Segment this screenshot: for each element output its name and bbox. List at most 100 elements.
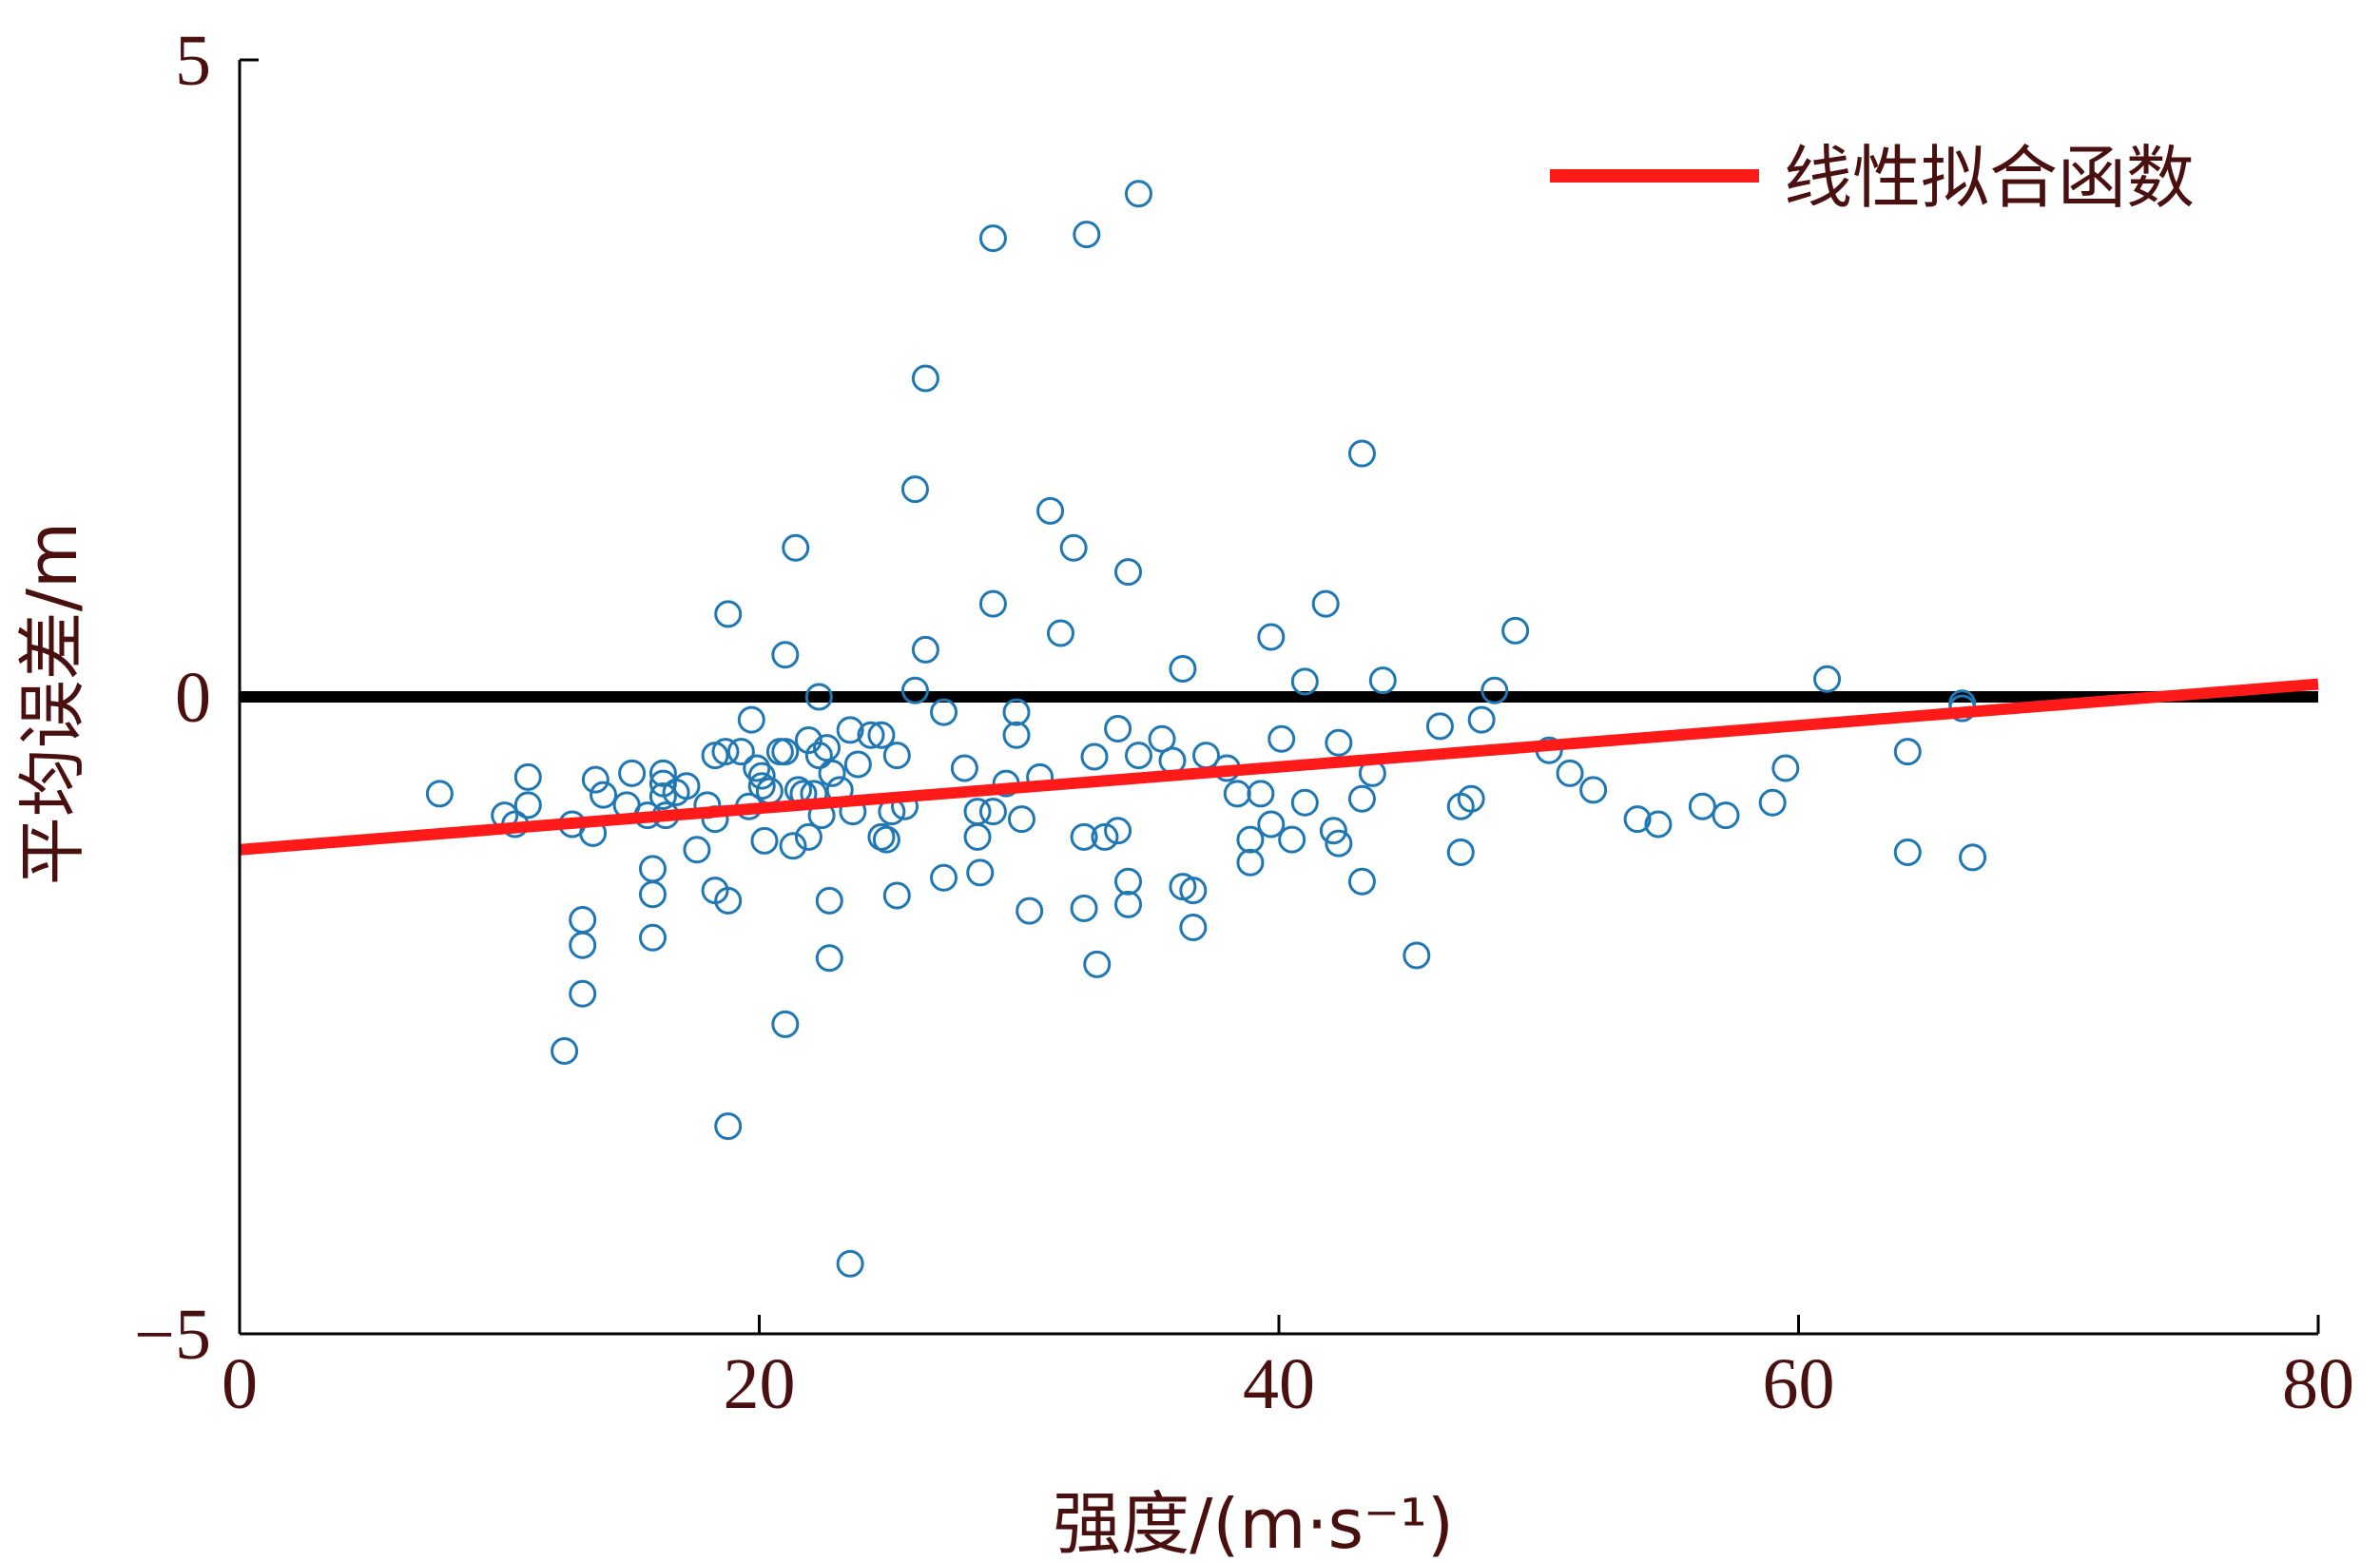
data-point <box>743 754 771 782</box>
data-point <box>1771 754 1800 782</box>
y-tick-label: 0 <box>175 658 211 738</box>
data-point <box>836 1249 864 1278</box>
data-point <box>737 705 765 734</box>
data-point <box>794 822 822 851</box>
data-point <box>1556 759 1584 787</box>
data-point <box>1325 728 1353 757</box>
data-point <box>638 880 667 909</box>
data-point <box>1290 667 1319 696</box>
data-point <box>1347 867 1376 896</box>
plot-area <box>239 180 2319 1278</box>
data-point <box>813 734 842 762</box>
data-point <box>1223 780 1251 808</box>
data-point <box>872 825 900 854</box>
data-point <box>1893 838 1922 866</box>
data-point <box>1114 890 1143 918</box>
data-point <box>1046 619 1074 647</box>
data-point <box>714 600 743 628</box>
x-tick-label: 20 <box>724 1344 796 1424</box>
data-point <box>978 224 1007 253</box>
data-point <box>513 791 542 820</box>
data-point <box>1124 742 1152 770</box>
data-point <box>950 754 978 782</box>
data-point <box>648 782 677 811</box>
data-point <box>1070 822 1098 851</box>
data-point <box>1016 897 1044 925</box>
data-point <box>1179 877 1208 905</box>
data-point <box>1325 829 1353 858</box>
data-point <box>930 698 958 726</box>
data-point <box>1083 950 1112 978</box>
data-point <box>1179 914 1208 942</box>
data-point <box>771 738 800 766</box>
data-point <box>1104 715 1132 742</box>
data-point <box>1080 742 1109 771</box>
x-axis-title: 强度/(m·s⁻¹) <box>1053 1484 1454 1562</box>
data-point <box>771 1010 800 1038</box>
data-point <box>590 781 618 809</box>
data-point <box>911 635 939 664</box>
data-point <box>714 886 743 915</box>
data-point <box>714 1112 743 1141</box>
data-point <box>882 881 911 910</box>
data-point <box>978 798 1007 826</box>
data-point <box>747 762 776 790</box>
data-point <box>804 742 833 770</box>
x-tick-label: 0 <box>222 1344 258 1424</box>
data-point <box>1403 941 1431 970</box>
data-point <box>843 750 872 779</box>
data-point <box>1501 616 1530 645</box>
data-point <box>638 923 667 952</box>
data-point <box>711 738 740 766</box>
data-point <box>1114 867 1143 896</box>
data-point <box>1070 894 1098 922</box>
data-point <box>900 475 929 504</box>
data-point <box>1688 792 1716 820</box>
data-point <box>581 765 610 794</box>
data-point <box>1893 738 1922 766</box>
data-point <box>1347 784 1376 813</box>
data-point <box>513 762 542 791</box>
data-point <box>779 832 807 860</box>
data-point <box>963 822 992 851</box>
data-point <box>765 738 794 766</box>
data-point <box>1124 180 1152 208</box>
data-point <box>1644 810 1673 839</box>
data-point <box>771 641 800 669</box>
data-point <box>755 777 784 805</box>
data-point <box>1446 838 1475 866</box>
linear-fit-line <box>239 678 2319 856</box>
data-point <box>1623 805 1652 834</box>
data-point <box>1267 724 1296 753</box>
y-tick-label: −5 <box>134 1295 211 1375</box>
data-point <box>1959 843 1987 872</box>
data-point <box>569 906 597 934</box>
data-point <box>1247 780 1275 808</box>
data-point <box>978 589 1007 618</box>
data-point <box>1002 698 1031 726</box>
x-tick-label: 40 <box>1243 1344 1315 1424</box>
data-point <box>1169 655 1197 684</box>
y-tick-label: 5 <box>175 21 211 101</box>
data-point <box>794 726 822 755</box>
data-point <box>1425 712 1454 741</box>
data-point <box>1467 705 1496 734</box>
data-point <box>672 772 701 800</box>
data-point <box>857 721 885 749</box>
data-point <box>1236 848 1265 877</box>
data-point <box>1368 666 1397 695</box>
data-point <box>1148 724 1176 753</box>
data-point <box>867 721 896 749</box>
data-point <box>1290 788 1319 817</box>
data-point <box>1007 805 1035 834</box>
data-point <box>882 742 911 770</box>
data-point <box>1036 496 1065 525</box>
data-point <box>750 826 779 855</box>
data-point <box>683 836 711 864</box>
data-point <box>782 533 810 562</box>
data-point <box>1311 589 1340 618</box>
data-point <box>1319 817 1347 845</box>
data-point <box>1114 558 1143 587</box>
